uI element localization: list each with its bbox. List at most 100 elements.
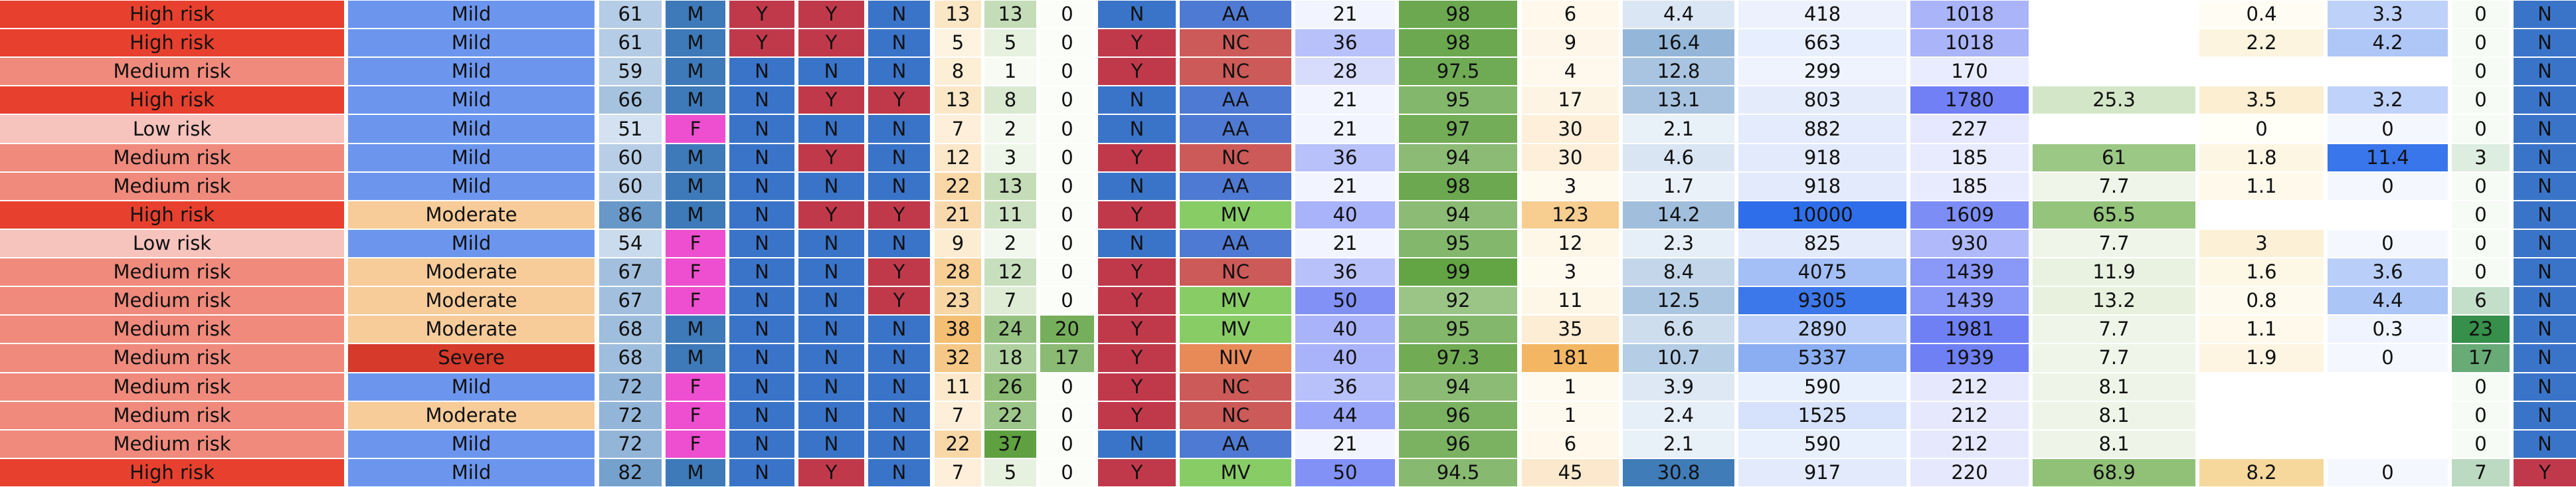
cell-col-r: 1609 <box>1910 201 2029 229</box>
cell-col-s: 8.1 <box>2033 373 2195 401</box>
cell-col-r: 1439 <box>1910 258 2029 286</box>
cell-support: NC <box>1180 58 1291 86</box>
cell-support: MV <box>1180 287 1291 315</box>
cell-col-g: N <box>868 1 930 29</box>
cell-col-f: N <box>798 344 864 372</box>
cell-col-w: N <box>2514 86 2576 114</box>
cell-col-k: Y <box>1098 58 1176 86</box>
cell-col-t: 1.9 <box>2199 344 2324 372</box>
cell-severity: Moderate <box>348 287 595 315</box>
cell-col-r: 1939 <box>1910 344 2029 372</box>
cell-risk: High risk <box>0 86 344 114</box>
cell-col-i: 5 <box>984 29 1036 57</box>
cell-col-h: 11 <box>935 373 981 401</box>
cell-col-h: 21 <box>935 201 981 229</box>
cell-col-p: 2.1 <box>1623 115 1734 143</box>
cell-col-r: 1018 <box>1910 29 2029 57</box>
cell-col-u: 0.3 <box>2328 316 2448 343</box>
cell-col-q: 418 <box>1738 1 1906 29</box>
cell-col-p: 30.8 <box>1623 458 1734 486</box>
cell-col-u <box>2328 373 2448 401</box>
cell-col-e: N <box>729 430 794 458</box>
cell-col-h: 23 <box>935 287 981 315</box>
cell-col-o: 1 <box>1522 401 1619 429</box>
cell-col-e: N <box>729 115 794 143</box>
cell-col-m: 21 <box>1295 229 1395 258</box>
cell-col-i: 2 <box>984 115 1036 143</box>
cell-col-f: N <box>798 172 864 200</box>
cell-risk: Low risk <box>0 229 344 258</box>
cell-col-u: 0 <box>2328 229 2448 258</box>
cell-col-j: 0 <box>1040 29 1094 57</box>
cell-col-q: 4075 <box>1738 258 1906 286</box>
cell-col-j: 0 <box>1040 258 1094 286</box>
cell-col-r: 170 <box>1910 58 2029 86</box>
cell-col-k: Y <box>1098 287 1176 315</box>
cell-col-f: N <box>798 58 864 86</box>
cell-col-t: 1.8 <box>2199 144 2324 171</box>
cell-col-g: N <box>868 344 930 372</box>
cell-col-i: 37 <box>984 430 1036 458</box>
cell-col-q: 2890 <box>1738 316 1906 343</box>
cell-col-w: N <box>2514 316 2576 343</box>
cell-col-q: 663 <box>1738 29 1906 57</box>
cell-col-u: 0 <box>2328 172 2448 200</box>
cell-severity: Moderate <box>348 401 595 429</box>
cell-col-q: 918 <box>1738 144 1906 171</box>
cell-col-n: 99 <box>1399 258 1517 286</box>
cell-col-i: 24 <box>984 316 1036 343</box>
cell-col-n: 92 <box>1399 287 1517 315</box>
cell-col-o: 3 <box>1522 258 1619 286</box>
cell-col-i: 8 <box>984 86 1036 114</box>
cell-col-q: 299 <box>1738 58 1906 86</box>
cell-sex: F <box>666 373 725 401</box>
cell-col-q: 10000 <box>1738 201 1906 229</box>
cell-col-w: N <box>2514 115 2576 143</box>
cell-sex: F <box>666 287 725 315</box>
cell-sex: M <box>666 201 725 229</box>
cell-col-m: 21 <box>1295 115 1395 143</box>
cell-col-o: 6 <box>1522 430 1619 458</box>
cell-col-v: 0 <box>2452 201 2510 229</box>
cell-col-e: N <box>729 401 794 429</box>
cell-support: AA <box>1180 1 1291 29</box>
cell-severity: Mild <box>348 29 595 57</box>
cell-col-t: 1.1 <box>2199 172 2324 200</box>
cell-col-t: 0.4 <box>2199 1 2324 29</box>
cell-severity: Mild <box>348 373 595 401</box>
cell-col-n: 94 <box>1399 144 1517 171</box>
cell-col-n: 97.5 <box>1399 58 1517 86</box>
cell-severity: Mild <box>348 458 595 486</box>
cell-col-g: N <box>868 144 930 171</box>
cell-col-g: N <box>868 29 930 57</box>
cell-col-k: Y <box>1098 344 1176 372</box>
cell-risk: Medium risk <box>0 401 344 429</box>
cell-col-u <box>2328 201 2448 229</box>
cell-col-h: 32 <box>935 344 981 372</box>
cell-col-m: 36 <box>1295 144 1395 171</box>
cell-col-i: 3 <box>984 144 1036 171</box>
cell-age: 68 <box>599 316 662 343</box>
cell-support: NC <box>1180 373 1291 401</box>
cell-support: MV <box>1180 458 1291 486</box>
cell-age: 86 <box>599 201 662 229</box>
cell-col-j: 0 <box>1040 287 1094 315</box>
cell-col-o: 11 <box>1522 287 1619 315</box>
cell-col-s: 8.1 <box>2033 401 2195 429</box>
cell-col-n: 94 <box>1399 373 1517 401</box>
cell-sex: M <box>666 344 725 372</box>
cell-col-s: 61 <box>2033 144 2195 171</box>
cell-col-v: 7 <box>2452 458 2510 486</box>
cell-risk: High risk <box>0 201 344 229</box>
cell-col-p: 2.4 <box>1623 401 1734 429</box>
cell-col-p: 16.4 <box>1623 29 1734 57</box>
cell-col-g: Y <box>868 86 930 114</box>
cell-col-n: 96 <box>1399 401 1517 429</box>
cell-col-i: 26 <box>984 373 1036 401</box>
cell-severity: Mild <box>348 229 595 258</box>
cell-col-e: N <box>729 201 794 229</box>
cell-col-o: 3 <box>1522 172 1619 200</box>
cell-age: 66 <box>599 86 662 114</box>
cell-col-w: N <box>2514 1 2576 29</box>
cell-col-o: 45 <box>1522 458 1619 486</box>
